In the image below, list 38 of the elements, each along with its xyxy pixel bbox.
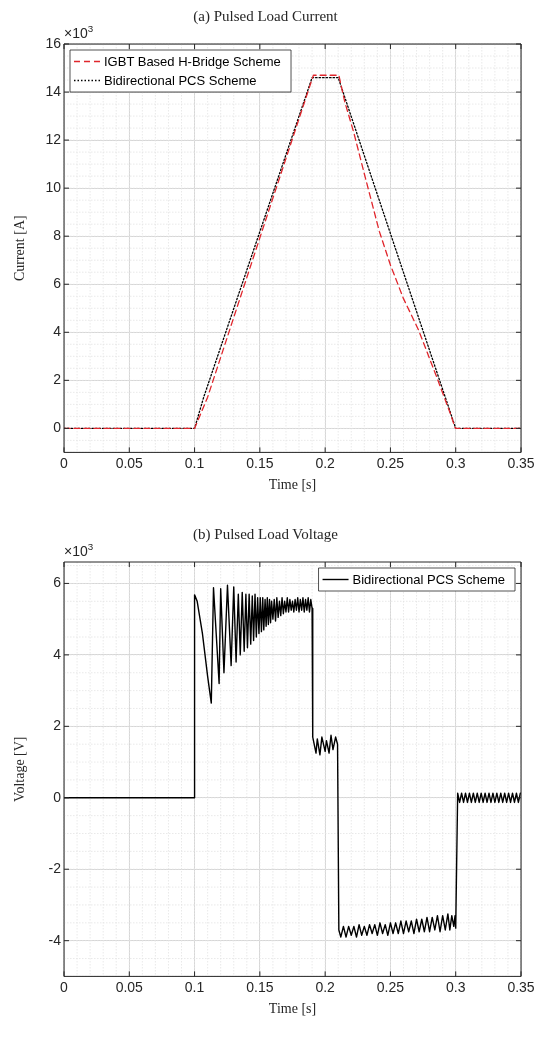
x-axis-title: Time [s]	[268, 477, 317, 493]
y-axis-title: Current [A]	[12, 215, 28, 282]
legend-label: Bidirectional PCS Scheme	[104, 73, 257, 89]
y-tick-label: 2	[53, 717, 62, 734]
x-tick-label: 0.15	[246, 454, 274, 471]
x-axis-title: Time [s]	[268, 1001, 317, 1017]
x-tick-label: 0.25	[376, 978, 405, 995]
legend-label: Bidirectional PCS Scheme	[352, 572, 506, 588]
y-tick-label: 8	[53, 227, 62, 244]
x-tick-label: 0.2	[315, 978, 336, 995]
legend-label: IGBT Based H-Bridge Scheme	[104, 54, 281, 70]
y-tick-label: 12	[45, 130, 62, 147]
x-tick-label: 0.25	[376, 454, 405, 471]
y-tick-label: 6	[53, 275, 62, 292]
y-tick-label: 16	[45, 34, 62, 51]
x-tick-label: 0.15	[246, 978, 274, 995]
y-tick-label: -2	[48, 860, 62, 877]
x-tick-label: 0.2	[315, 454, 336, 471]
y-tick-label: 10	[45, 179, 62, 195]
x-tick-label: 0.05	[115, 978, 144, 995]
x-tick-label: 0.05	[115, 454, 144, 471]
chart-title: (a) Pulsed Load Current	[193, 7, 339, 25]
chart-title: (b) Pulsed Load Voltage	[193, 525, 339, 543]
y-tick-label: 4	[53, 645, 62, 662]
x-tick-label: 0.1	[184, 454, 205, 471]
y-tick-label: -4	[48, 931, 62, 948]
x-tick-label: 0.35	[507, 454, 535, 471]
x-tick-label: 0.1	[184, 978, 205, 995]
y-tick-label: 14	[45, 82, 62, 99]
y-tick-label: 0	[53, 419, 62, 436]
y-tick-label: 0	[53, 788, 62, 805]
x-tick-label: 0.3	[445, 978, 466, 995]
y-tick-label: 2	[53, 371, 62, 388]
y-tick-label: 4	[53, 323, 62, 340]
y-axis-title: Voltage [V]	[12, 736, 28, 802]
x-tick-label: 0.35	[507, 978, 535, 995]
x-tick-label: 0.3	[445, 454, 466, 471]
y-tick-label: 6	[53, 574, 62, 591]
